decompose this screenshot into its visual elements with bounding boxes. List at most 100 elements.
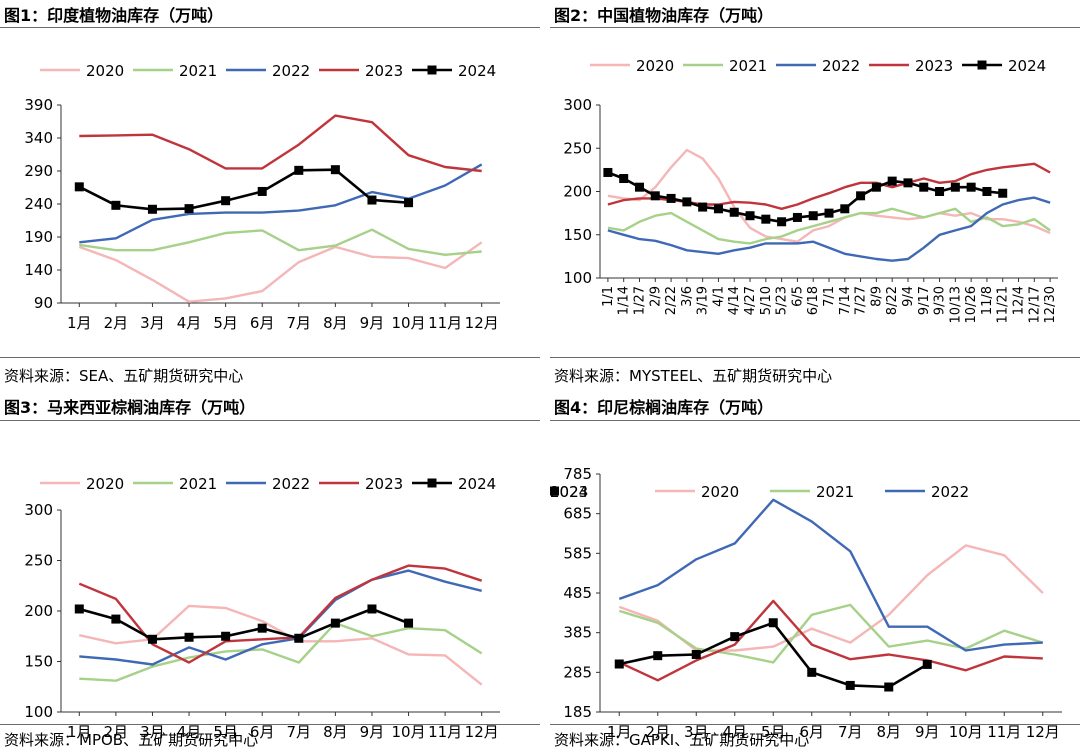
x-tick-label: 6月 bbox=[250, 723, 275, 741]
x-tick-label: 1月 bbox=[607, 723, 632, 741]
legend-label: 2023 bbox=[365, 475, 403, 493]
x-tick-label: 12/30 bbox=[1043, 286, 1058, 323]
x-tick-label: 9月 bbox=[360, 723, 385, 741]
legend-marker bbox=[427, 478, 437, 488]
chart-panel-china: 图2：中国植物油库存（万吨） 100 150 200 250 300 1/1 1/14 1/2… bbox=[550, 0, 1080, 392]
series-line-2020 bbox=[78, 241, 483, 303]
x-tick-label: 8月 bbox=[323, 723, 348, 741]
y-tick-label: 340 bbox=[24, 129, 53, 147]
legend-label: 2021 bbox=[816, 483, 854, 501]
legend-label: 2020 bbox=[86, 62, 124, 80]
divider bbox=[0, 420, 540, 421]
data-point bbox=[147, 634, 157, 644]
series-line-2024 bbox=[78, 607, 409, 641]
data-point bbox=[698, 202, 708, 212]
data-point bbox=[650, 191, 660, 201]
x-tick-label: 10/13 bbox=[948, 286, 963, 323]
series-line-2020 bbox=[607, 148, 1051, 243]
line-chart: 100 150 200 250 300 1/1 1/14 1/27 2/9 2/22 3/6 3/19… bbox=[563, 57, 1058, 323]
y-tick-label: 300 bbox=[24, 501, 53, 519]
x-tick-label: 1/27 bbox=[632, 286, 647, 315]
data-point bbox=[257, 186, 267, 196]
x-tick-label: 6月 bbox=[250, 314, 275, 332]
x-tick-label: 3月 bbox=[140, 314, 165, 332]
legend-label: 2024 bbox=[458, 62, 496, 80]
data-point bbox=[603, 167, 613, 177]
legend-label: 2021 bbox=[179, 475, 217, 493]
data-point bbox=[619, 174, 629, 184]
x-tick-label: 4月 bbox=[177, 723, 202, 741]
series-line-2022 bbox=[79, 163, 483, 244]
x-tick-label: 4月 bbox=[177, 314, 202, 332]
y-tick-label: 390 bbox=[24, 96, 53, 114]
legend-label: 2022 bbox=[272, 62, 310, 80]
x-tick-label: 7/27 bbox=[854, 286, 869, 315]
data-point bbox=[998, 188, 1008, 198]
x-tick-label: 10/26 bbox=[964, 286, 979, 323]
x-tick-label: 3/6 bbox=[680, 286, 695, 307]
data-point bbox=[330, 165, 340, 175]
series-line-2021 bbox=[79, 228, 482, 256]
legend-marker bbox=[427, 65, 437, 75]
data-point bbox=[935, 187, 945, 196]
legend-label: 2024 bbox=[1008, 57, 1046, 75]
divider bbox=[550, 27, 1080, 28]
data-point bbox=[824, 208, 834, 218]
series-line-2022 bbox=[618, 498, 1043, 652]
data-point bbox=[653, 651, 663, 661]
y-tick-label: 250 bbox=[563, 139, 592, 157]
legend-label: 2020 bbox=[636, 57, 674, 75]
legend-marker bbox=[977, 60, 987, 70]
x-tick-label: 9/30 bbox=[933, 286, 948, 315]
line-chart: 90 140 190 240 290 340 390 1月 2月 3月 4月 5月 6月 7月 8月 9月 10… bbox=[24, 62, 500, 332]
y-tick-label: 200 bbox=[24, 602, 53, 620]
y-tick-label: 90 bbox=[34, 294, 53, 312]
divider bbox=[0, 27, 540, 28]
x-tick-label: 4/1 bbox=[711, 286, 726, 307]
chart-panel-malaysia: 图3：马来西亚棕榈油库存（万吨） 100 150 200 250 300 1月 2月 3月 4月… bbox=[0, 392, 540, 752]
x-tick-label: 4/14 bbox=[727, 286, 742, 315]
y-tick-label: 485 bbox=[563, 584, 592, 602]
y-tick-label: 150 bbox=[563, 226, 592, 244]
data-point bbox=[730, 632, 740, 642]
data-point bbox=[184, 204, 194, 214]
data-point bbox=[257, 623, 267, 633]
chart-source: 资料来源：GAPKI、五矿期货研究中心 bbox=[554, 731, 810, 749]
series-line-2023 bbox=[79, 114, 482, 173]
data-point bbox=[691, 649, 701, 659]
x-tick-label: 6/5 bbox=[790, 286, 805, 307]
data-point bbox=[404, 618, 414, 628]
x-tick-label: 7/1 bbox=[822, 286, 837, 307]
y-tick-label: 585 bbox=[563, 544, 592, 562]
data-point bbox=[367, 195, 377, 205]
legend-label: 2022 bbox=[822, 57, 860, 75]
data-point bbox=[184, 632, 194, 642]
x-tick-label: 3/19 bbox=[696, 286, 711, 315]
data-point bbox=[982, 187, 992, 196]
x-tick-label: 5月 bbox=[213, 314, 238, 332]
legend-label: 2023 bbox=[365, 62, 403, 80]
chart-source: 资料来源：SEA、五矿期货研究中心 bbox=[4, 367, 244, 385]
legend-label: 2024 bbox=[458, 475, 496, 493]
x-tick-label: 5月 bbox=[213, 723, 238, 741]
x-tick-label: 5/10 bbox=[759, 286, 774, 315]
x-tick-label: 8/9 bbox=[869, 286, 884, 307]
x-tick-label: 7月 bbox=[287, 723, 312, 741]
y-tick-label: 200 bbox=[563, 183, 592, 201]
x-tick-label: 3月 bbox=[140, 723, 165, 741]
series-line-2024 bbox=[78, 168, 409, 211]
chart-source: 资料来源：MYSTEEL、五矿期货研究中心 bbox=[554, 367, 833, 385]
x-tick-label: 9月 bbox=[915, 723, 940, 741]
divider bbox=[550, 420, 1080, 421]
legend-label: 2022 bbox=[931, 483, 969, 501]
x-tick-label: 12月 bbox=[1026, 723, 1060, 741]
data-point bbox=[713, 204, 723, 214]
data-point bbox=[761, 214, 771, 224]
x-tick-label: 2/9 bbox=[648, 286, 663, 307]
series-line-2021 bbox=[79, 621, 483, 682]
y-tick-label: 140 bbox=[24, 261, 53, 279]
chart-title: 图3：马来西亚棕榈油库存（万吨） bbox=[4, 398, 256, 417]
series-line-2020 bbox=[618, 544, 1044, 652]
y-tick-label: 785 bbox=[563, 465, 592, 483]
data-point bbox=[294, 165, 304, 175]
